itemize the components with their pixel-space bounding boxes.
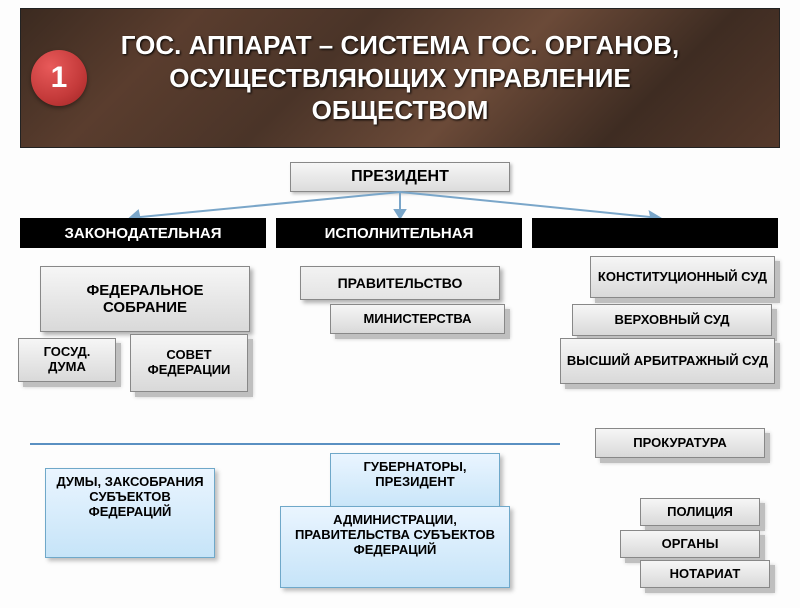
branch-legislative: ЗАКОНОДАТЕЛЬНАЯ [20,218,266,248]
root-president-box: ПРЕЗИДЕНТ [290,162,510,192]
box-supreme-court: ВЕРХОВНЫЙ СУД [572,304,772,336]
box-government: ПРАВИТЕЛЬСТВО [300,266,500,300]
box-governors: ГУБЕРНАТОРЫ, ПРЕЗИДЕНТ [330,453,500,513]
box-const-court: КОНСТИТУЦИОННЫЙ СУД [590,256,775,298]
box-dumy-regions: ДУМЫ, ЗАКСОБРАНИЯ СУБЪЕКТОВ ФЕДЕРАЦИЙ [45,468,215,558]
header-banner: 1 ГОС. АППАРАТ – СИСТЕМА ГОС. ОРГАНОВ, О… [20,8,780,148]
header-title: ГОС. АППАРАТ – СИСТЕМА ГОС. ОРГАНОВ, ОСУ… [81,29,719,127]
box-administrations: АДМИНИСТРАЦИИ, ПРАВИТЕЛЬСТВА СУБЪЕКТОВ Ф… [280,506,510,588]
box-police: ПОЛИЦИЯ [640,498,760,526]
branch-judicial [532,218,778,248]
branch-executive: ИСПОЛНИТЕЛЬНАЯ [276,218,522,248]
box-gosduma: ГОСУД. ДУМА [18,338,116,382]
slide-number-badge: 1 [31,50,87,106]
box-ministries: МИНИСТЕРСТВА [330,304,505,334]
divider-line [30,443,560,445]
box-federal-assembly: ФЕДЕРАЛЬНОЕ СОБРАНИЕ [40,266,250,332]
box-prosecution: ПРОКУРАТУРА [595,428,765,458]
box-notariat: НОТАРИАТ [640,560,770,588]
box-sovfed: СОВЕТ ФЕДЕРАЦИИ [130,334,248,392]
box-arbitration-court: ВЫСШИЙ АРБИТРАЖНЫЙ СУД [560,338,775,384]
box-organy: ОРГАНЫ [620,530,760,558]
